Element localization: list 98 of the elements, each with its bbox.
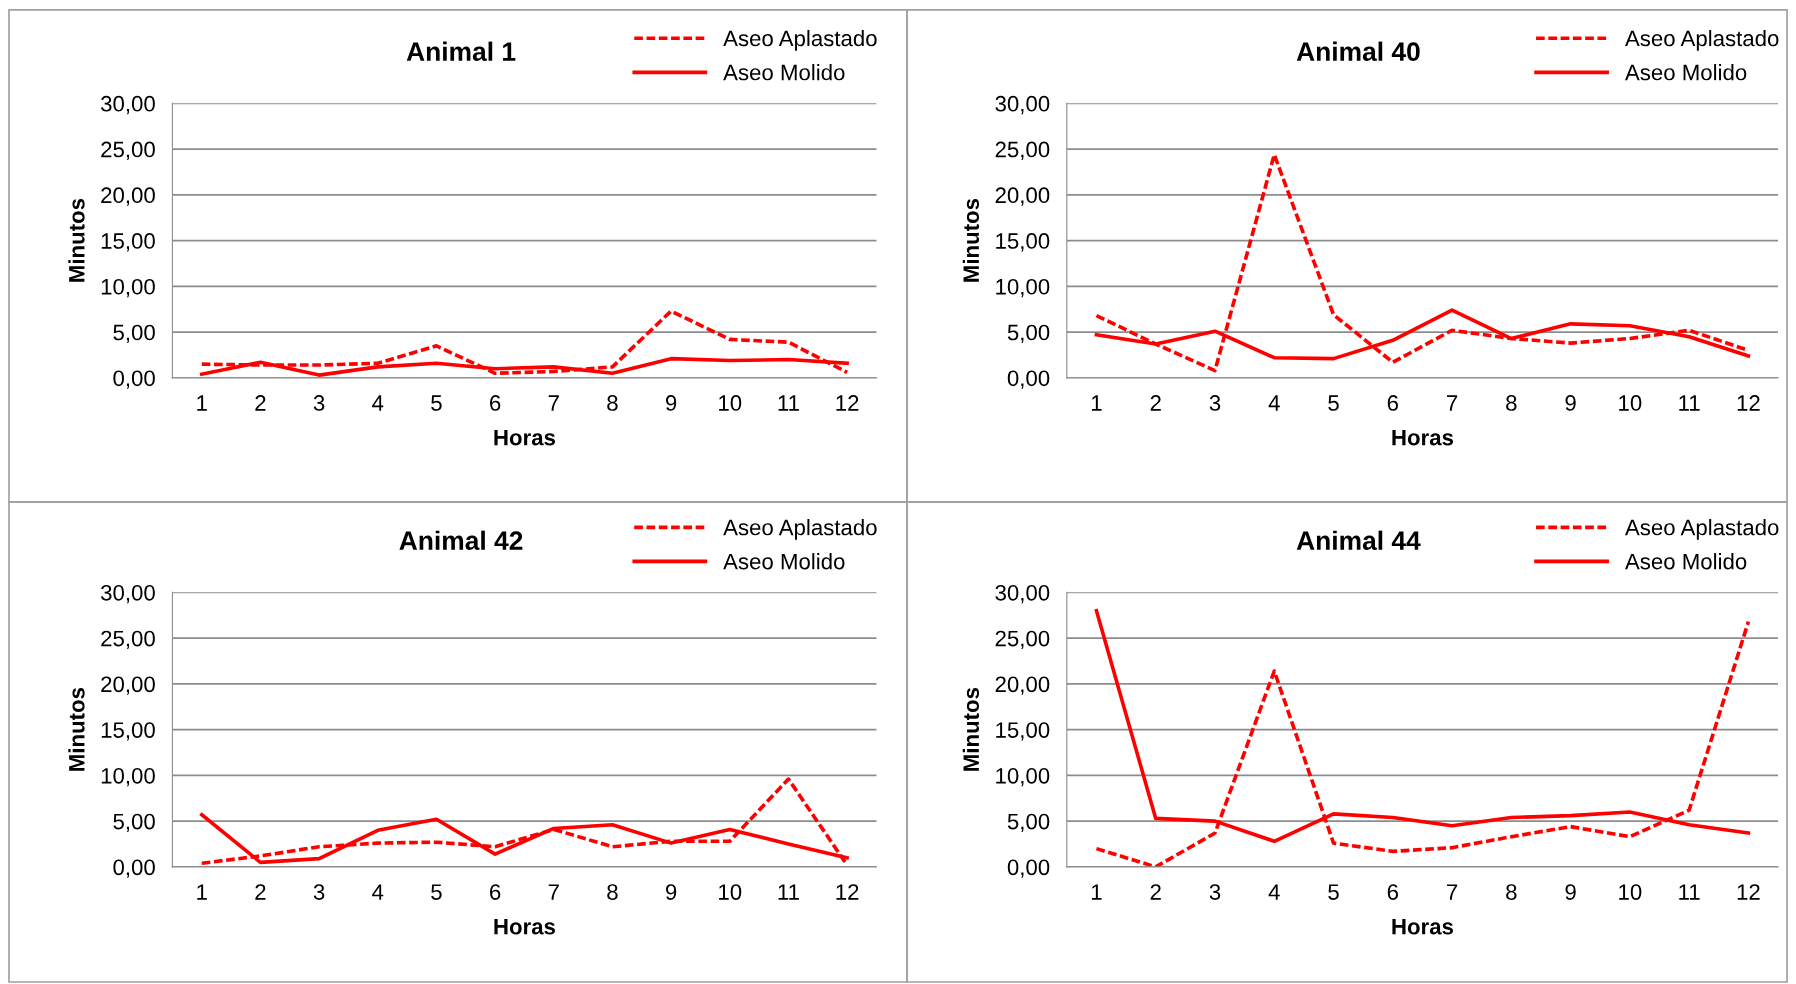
legend-label: Aseo Molido — [723, 553, 845, 570]
y-tick-label: 20,00 — [101, 187, 155, 206]
chart-title: Animal 44 — [1296, 530, 1421, 551]
y-tick-label: 5,00 — [1007, 813, 1050, 833]
x-tick-label: 5 — [1328, 395, 1339, 411]
y-tick-label: 20,00 — [101, 676, 155, 695]
chart-title: Animal 42 — [399, 530, 523, 551]
y-tick-label: 20,00 — [995, 187, 1050, 206]
x-tick-label: 7 — [1447, 884, 1458, 900]
y-tick-label: 0,00 — [1007, 859, 1050, 878]
legend-label: Aseo Aplastado — [723, 29, 877, 51]
x-tick-label: 10 — [1619, 884, 1642, 900]
y-tick-label: 15,00 — [101, 722, 155, 741]
x-tick-label: 10 — [719, 884, 742, 900]
x-axis-title: Horas — [1392, 429, 1454, 446]
legend-label: Aseo Molido — [1624, 553, 1747, 570]
x-tick-label: 2 — [255, 884, 266, 900]
legend-label: Aseo Molido — [1624, 64, 1747, 81]
legend-label: Aseo Aplastado — [1624, 29, 1779, 51]
x-tick-label: 9 — [665, 395, 677, 411]
x-tick-label: 3 — [313, 884, 325, 900]
x-tick-label: 5 — [431, 395, 442, 411]
x-tick-label: 5 — [1328, 884, 1339, 900]
y-axis-title: Minutos — [68, 198, 85, 282]
x-tick-label: 9 — [665, 884, 677, 900]
y-axis-title: Minutos — [962, 687, 980, 771]
x-tick-label: 12 — [836, 395, 859, 411]
x-tick-label: 11 — [1679, 395, 1700, 411]
x-tick-label: 4 — [372, 395, 384, 411]
y-tick-label: 5,00 — [113, 813, 155, 833]
x-tick-label: 3 — [1209, 884, 1221, 900]
x-axis-title: Horas — [1392, 918, 1454, 935]
x-axis-title: Horas — [494, 918, 556, 935]
x-tick-label: 11 — [1679, 884, 1700, 900]
chart-title: Animal 40 — [1296, 41, 1420, 61]
x-tick-label: 11 — [778, 884, 799, 900]
x-tick-label: 2 — [1150, 884, 1161, 900]
x-tick-label: 5 — [431, 884, 442, 900]
y-tick-label: 30,00 — [100, 95, 155, 115]
y-axis-title: Minutos — [68, 687, 85, 771]
y-tick-label: 10,00 — [101, 278, 155, 298]
x-tick-label: 4 — [372, 884, 384, 900]
x-tick-label: 1 — [1091, 395, 1102, 411]
x-tick-label: 7 — [1447, 395, 1458, 411]
y-tick-label: 10,00 — [101, 767, 155, 787]
y-tick-label: 5,00 — [113, 324, 155, 343]
chart-title: Animal 1 — [406, 41, 516, 61]
x-tick-label: 8 — [1506, 395, 1517, 411]
legend-label: Aseo Aplastado — [723, 519, 877, 540]
y-axis-title: Minutos — [962, 198, 980, 282]
y-tick-label: 10,00 — [996, 767, 1050, 787]
x-tick-label: 10 — [719, 395, 742, 411]
x-tick-label: 6 — [490, 884, 501, 900]
y-tick-label: 15,00 — [996, 722, 1050, 741]
x-tick-label: 4 — [1268, 395, 1280, 411]
y-tick-label: 10,00 — [996, 278, 1050, 298]
x-tick-label: 1 — [197, 395, 207, 411]
line-series — [199, 309, 849, 376]
y-tick-label: 25,00 — [101, 141, 155, 160]
line-series — [199, 777, 849, 867]
x-tick-label: 6 — [490, 395, 501, 411]
x-tick-label: 7 — [548, 395, 559, 411]
y-tick-label: 25,00 — [101, 630, 155, 650]
x-tick-label: 1 — [1091, 884, 1102, 900]
x-tick-label: 12 — [836, 884, 859, 900]
x-axis-title: Horas — [494, 429, 556, 446]
y-tick-label: 25,00 — [995, 630, 1050, 650]
y-tick-label: 0,00 — [113, 859, 155, 878]
y-tick-label: 30,00 — [995, 95, 1050, 115]
x-tick-label: 7 — [548, 884, 559, 900]
y-tick-label: 0,00 — [1007, 370, 1050, 389]
legend-label: Aseo Aplastado — [1624, 519, 1779, 540]
x-tick-label: 4 — [1268, 884, 1280, 900]
y-tick-label: 25,00 — [995, 141, 1050, 160]
y-tick-label: 30,00 — [995, 584, 1050, 604]
y-tick-label: 15,00 — [101, 233, 155, 252]
x-tick-label: 9 — [1565, 395, 1576, 411]
y-tick-label: 15,00 — [996, 233, 1050, 252]
legend-label: Aseo Molido — [723, 64, 845, 81]
y-tick-label: 0,00 — [113, 370, 155, 389]
x-tick-label: 12 — [1737, 884, 1760, 900]
x-tick-label: 3 — [313, 395, 325, 411]
x-tick-label: 2 — [255, 395, 266, 411]
x-tick-label: 8 — [607, 395, 618, 411]
x-tick-label: 3 — [1209, 395, 1221, 411]
x-tick-label: 12 — [1737, 395, 1760, 411]
x-tick-label: 6 — [1387, 395, 1398, 411]
x-tick-label: 6 — [1387, 884, 1398, 900]
x-tick-label: 2 — [1150, 395, 1161, 411]
y-tick-label: 5,00 — [1007, 324, 1050, 343]
x-tick-label: 11 — [778, 395, 799, 411]
x-tick-label: 1 — [197, 884, 207, 900]
y-tick-label: 30,00 — [100, 584, 155, 604]
x-tick-label: 10 — [1619, 395, 1642, 411]
y-tick-label: 20,00 — [995, 676, 1050, 695]
x-tick-label: 8 — [1506, 884, 1517, 900]
x-tick-label: 8 — [607, 884, 618, 900]
x-tick-label: 9 — [1565, 884, 1576, 900]
